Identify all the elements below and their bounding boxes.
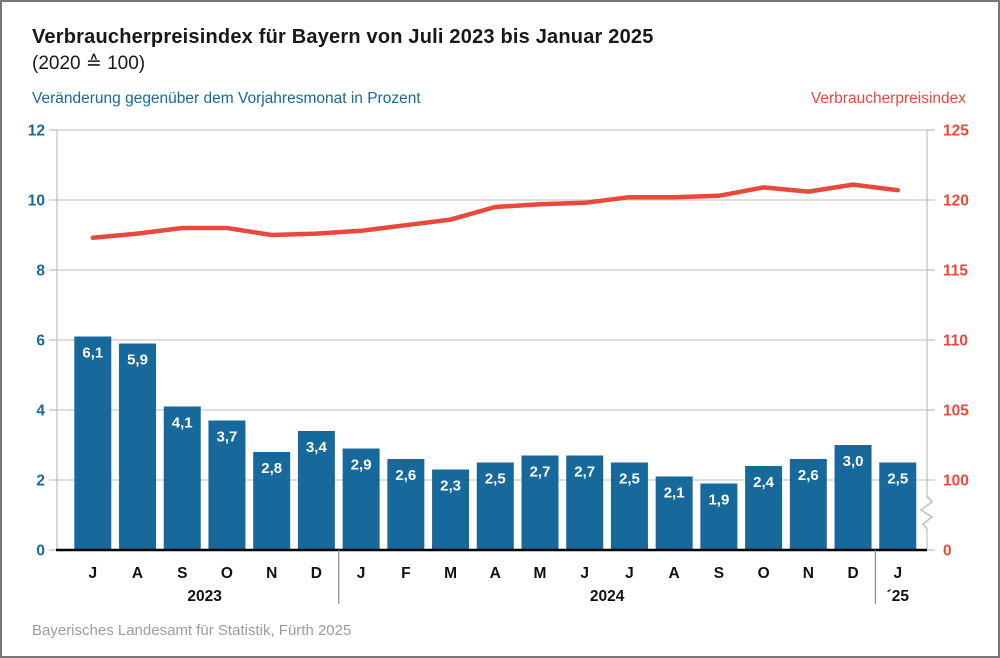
- month-label: A: [669, 565, 680, 582]
- bar: [342, 448, 380, 550]
- bar-value-label: 2,4: [753, 474, 775, 491]
- cpi-line: [90, 182, 901, 241]
- bar: [297, 431, 335, 550]
- right-axis-tick-label: 120: [943, 193, 969, 210]
- month-label: D: [847, 565, 858, 582]
- month-label: A: [490, 565, 501, 582]
- bar: [74, 336, 112, 550]
- month-label: J: [88, 565, 97, 582]
- right-axis-tick-label: 100: [943, 473, 969, 490]
- bar: [789, 459, 827, 550]
- bar-value-label: 2,7: [530, 464, 551, 481]
- month-label: F: [401, 565, 410, 582]
- month-label: N: [803, 565, 814, 582]
- bar-value-label: 2,1: [664, 485, 685, 502]
- bar: [834, 445, 872, 550]
- bar-value-label: 2,6: [798, 467, 819, 484]
- year-label: 2024: [590, 588, 625, 605]
- bar: [879, 462, 917, 550]
- bar: [610, 462, 648, 550]
- bar-value-label: 3,4: [306, 439, 328, 456]
- bar-value-label: 2,8: [261, 460, 282, 477]
- left-axis-title: Veränderung gegenüber dem Vorjahresmonat…: [32, 90, 421, 107]
- bar-value-label: 2,3: [440, 478, 461, 495]
- bar-value-label: 2,7: [574, 464, 595, 481]
- bar: [119, 343, 157, 550]
- month-label: A: [132, 565, 143, 582]
- year-label: 2023: [187, 588, 222, 605]
- right-axis-title: Verbraucherpreisindex: [810, 90, 966, 107]
- source-note: Bayerisches Landesamt für Statistik, Für…: [32, 622, 352, 639]
- bar-value-label: 3,0: [843, 453, 864, 470]
- bar-value-label: 2,5: [619, 471, 640, 488]
- chart-title: Verbraucherpreisindex für Bayern von Jul…: [32, 26, 654, 48]
- bar-value-label: 6,1: [82, 345, 103, 362]
- bar-value-label: 3,7: [217, 429, 238, 446]
- bar: [476, 462, 514, 550]
- left-axis-tick-label: 6: [36, 333, 45, 350]
- month-label: J: [357, 565, 366, 582]
- bar: [521, 455, 559, 550]
- right-axis-tick-label: 125: [943, 123, 969, 140]
- left-axis-tick-label: 0: [36, 543, 45, 560]
- bar-value-label: 5,9: [127, 352, 148, 369]
- bar-value-label: 4,1: [172, 415, 193, 432]
- left-axis-tick-label: 10: [28, 193, 45, 210]
- right-axis-tick-label: 105: [943, 403, 969, 420]
- bar-value-label: 2,6: [395, 467, 416, 484]
- month-label: J: [625, 565, 634, 582]
- bar: [387, 459, 425, 550]
- axis-break-icon: [919, 495, 934, 530]
- left-axis-tick-label: 8: [36, 263, 45, 280]
- right-axis-tick-label: 115: [943, 263, 968, 280]
- month-label: D: [311, 565, 322, 582]
- bar: [566, 455, 604, 550]
- left-axis-tick-label: 12: [28, 123, 45, 140]
- chart-subtitle: (2020 ≙ 100): [32, 53, 146, 74]
- bar: [163, 406, 201, 550]
- bar-value-label: 1,9: [708, 492, 729, 509]
- month-label: O: [758, 565, 770, 582]
- left-axis-tick-label: 4: [36, 403, 45, 420]
- bar: [253, 452, 291, 550]
- right-axis-tick-label: 110: [943, 333, 968, 350]
- bar-value-label: 2,5: [485, 471, 506, 488]
- month-label: O: [221, 565, 233, 582]
- month-label: S: [714, 565, 724, 582]
- bar: [745, 466, 783, 550]
- left-axis-tick-label: 2: [36, 473, 45, 490]
- year-label: ´25: [887, 588, 910, 605]
- month-label: S: [177, 565, 187, 582]
- bar: [208, 420, 246, 550]
- month-label: M: [444, 565, 457, 582]
- month-label: J: [893, 565, 902, 582]
- bar-value-label: 2,5: [887, 471, 908, 488]
- bar: [700, 483, 738, 550]
- month-label: N: [266, 565, 277, 582]
- month-label: M: [534, 565, 547, 582]
- bar-value-label: 2,9: [351, 457, 372, 474]
- month-label: J: [580, 565, 589, 582]
- bar: [432, 469, 470, 550]
- bar: [655, 476, 693, 550]
- right-axis-tick-label: 0: [943, 543, 952, 560]
